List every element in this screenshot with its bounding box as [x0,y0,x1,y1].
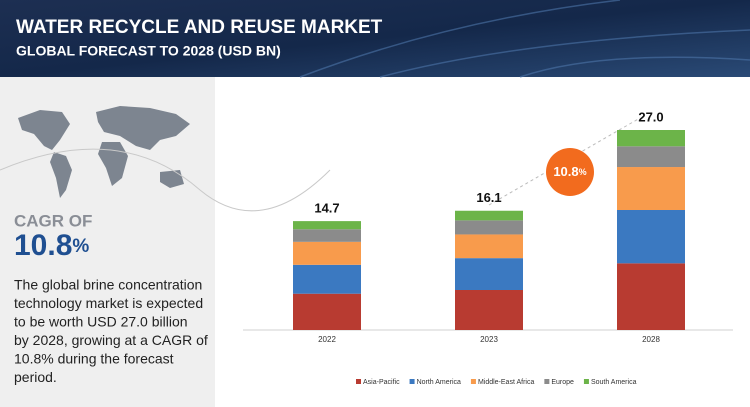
total-label: 16.1 [476,190,501,205]
trend-line [488,117,641,206]
legend-label: South America [591,379,637,386]
legend-label: Middle-East Africa [478,379,535,386]
header-deco [299,0,750,78]
description-line: The global brine concentration [14,277,202,293]
total-label: 14.7 [314,201,339,216]
bar-segment [617,263,685,330]
bar-segment [293,241,361,265]
bar-segment [293,229,361,242]
legend-swatch [356,379,361,384]
bubble-number: 10.8 [553,164,578,179]
legend-label: Europe [551,379,574,386]
cagr-unit: % [72,236,89,257]
bar-segment [293,221,361,230]
x-tick-label: 2022 [318,335,336,344]
bar-segment [455,220,523,235]
deco-curve [0,148,331,212]
total-label: 27.0 [638,109,663,124]
bubble-text: 10.8% [553,164,586,179]
cagr-bubble [546,148,594,196]
bar-segment [455,234,523,259]
description-line: technology market is expected [14,295,203,311]
header-band [0,0,750,77]
description-line: to be worth USD 27.0 billion [14,314,188,330]
description: The global brine concentration technology… [14,277,208,386]
bar-segment [617,210,685,264]
bar-segment [455,210,523,221]
cagr-number: 10.8 [14,229,72,262]
cagr-value: 10.8% [14,229,89,262]
x-tick-label: 2023 [480,335,498,344]
title: WATER RECYCLE AND REUSE MARKET [16,17,383,38]
legend-swatch [470,379,476,384]
x-tick-label: 2028 [642,335,660,344]
bar-segment [617,167,685,210]
description-line: by 2028, growing at a CAGR of [14,332,208,348]
legend-label: North America [417,379,461,386]
legend-label: Asia-Pacific [363,379,400,386]
chart: 14.7 2022 16.1 2023 27.0 2028 Asia-Pacific Nort… [293,109,685,386]
bubble-unit: % [579,167,587,177]
legend-swatch [544,379,550,384]
bar-segment [293,293,361,330]
cagr-label: CAGR OF [14,211,92,230]
bar-segment [293,264,361,294]
legend-swatch [583,379,589,384]
legend-swatch [409,379,415,384]
description-line: 10.8% during the forecast [14,351,174,367]
subtitle: GLOBAL FORECAST TO 2028 (USD BN) [16,43,281,59]
bar-segment [455,258,523,290]
world-map [18,106,190,198]
bar-segment [455,290,523,330]
description-line: period. [14,369,57,385]
bar-segment [617,130,685,147]
bar-segment [617,146,685,168]
